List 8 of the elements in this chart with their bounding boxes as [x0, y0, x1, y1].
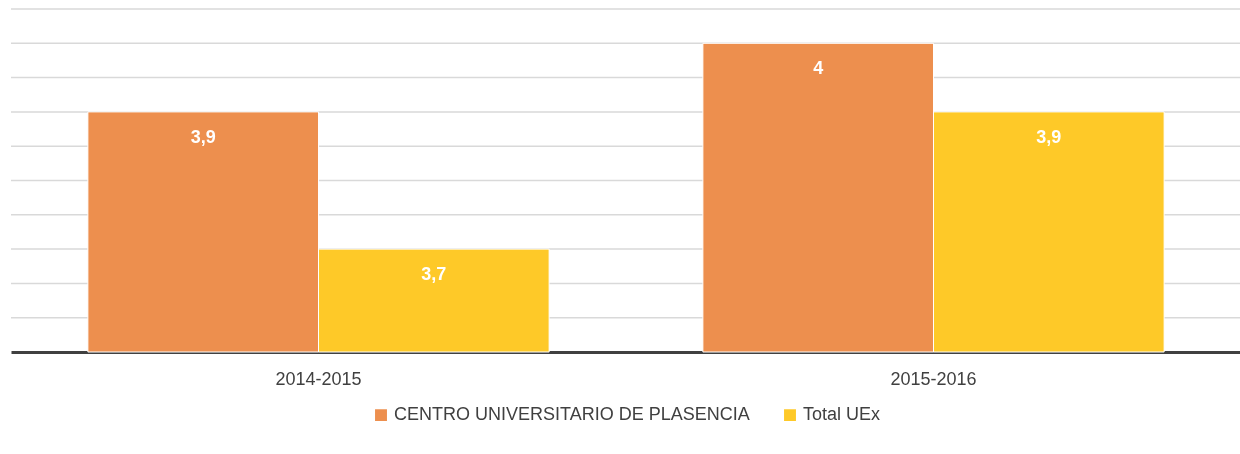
data-label: 4	[813, 58, 824, 79]
x-tick-label: 2015-2016	[890, 368, 977, 389]
data-label: 3,7	[421, 264, 447, 285]
data-label: 3,9	[190, 126, 216, 147]
x-tick-label: 2014-2015	[275, 368, 362, 389]
legend-label: CENTRO UNIVERSITARIO DE PLASENCIA	[394, 404, 750, 425]
legend-label: Total UEx	[803, 404, 881, 425]
data-label: 3,9	[1036, 126, 1062, 147]
